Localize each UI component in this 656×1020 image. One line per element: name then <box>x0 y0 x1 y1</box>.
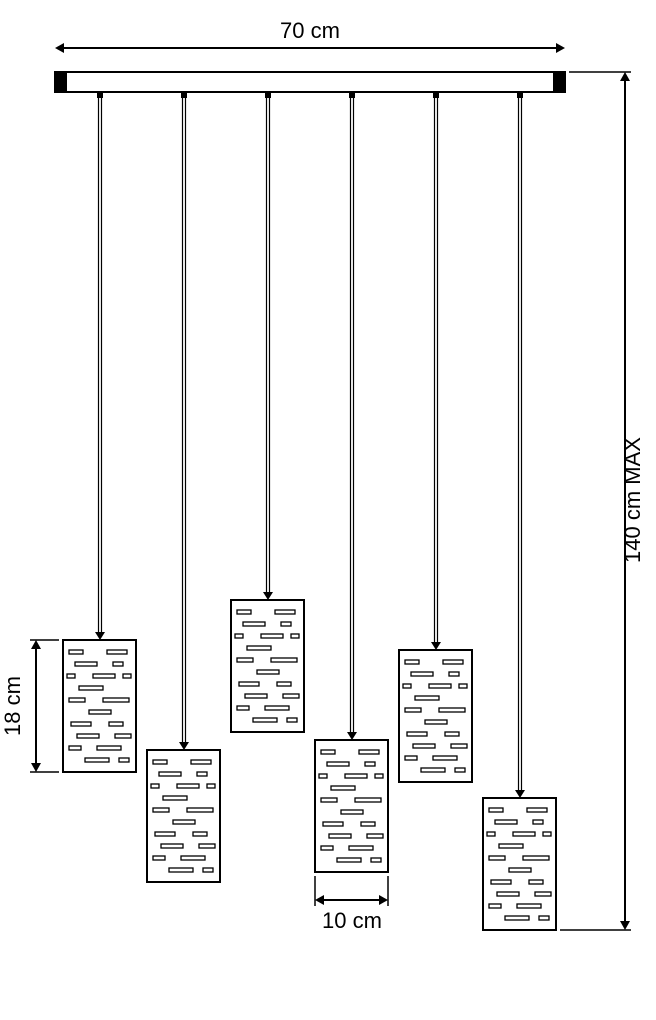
shade-4 <box>315 740 388 872</box>
dim-top-width: 70 cm <box>280 18 340 43</box>
shade-5 <box>399 650 472 782</box>
shade-3 <box>231 600 304 732</box>
shade-6 <box>483 798 556 930</box>
diagram-stage: 70 cm 140 cm MAX 18 cm 10 cm <box>0 0 656 1020</box>
shade-1 <box>63 640 136 772</box>
dim-right-height: 140 cm MAX <box>620 437 645 563</box>
dimension-drawing: 70 cm 140 cm MAX 18 cm 10 cm <box>0 0 656 1020</box>
dim-shade-height: 18 cm <box>0 676 25 736</box>
shade-2 <box>147 750 220 882</box>
ceiling-bar <box>55 72 565 92</box>
dim-shade-width: 10 cm <box>322 908 382 933</box>
